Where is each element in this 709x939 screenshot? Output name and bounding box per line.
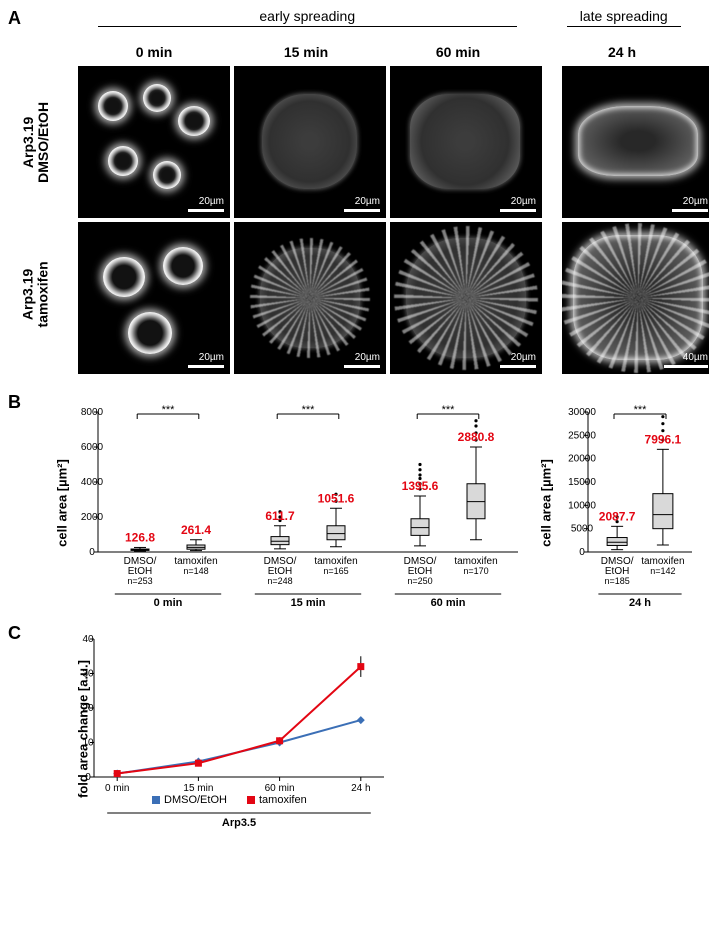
micrograph-r1c4: 20µm (562, 66, 709, 218)
svg-text:0 min: 0 min (105, 783, 129, 794)
svg-text:n=148: n=148 (183, 566, 208, 576)
micrograph-r2c4: 40µm (562, 222, 709, 374)
svg-text:n=253: n=253 (127, 576, 152, 586)
svg-text:126.8: 126.8 (125, 530, 155, 544)
svg-text:1395.6: 1395.6 (402, 479, 439, 493)
svg-text:25000: 25000 (568, 430, 596, 441)
panel-a-row-labels: Arp3.19DMSO/EtOH Arp3.19tamoxifen (8, 66, 64, 370)
panel-a-group-labels: early spreading late spreading (78, 8, 701, 27)
row-label-0: Arp3.19DMSO/EtOH (8, 66, 64, 218)
boxplot-late-svg: 050001000015000200002500030000***2087.7D… (548, 398, 698, 608)
svg-text:2087.7: 2087.7 (599, 509, 636, 523)
linechart: fold area change [a.u.] 0102030400 min15… (64, 629, 394, 829)
linechart-ylabel: fold area change [a.u.] (75, 660, 90, 798)
svg-text:15 min: 15 min (183, 783, 213, 794)
group-label-late: late spreading (547, 8, 702, 27)
svg-text:15 min: 15 min (291, 597, 326, 609)
svg-text:Arp3.5: Arp3.5 (222, 817, 256, 829)
svg-text:24 h: 24 h (629, 597, 651, 609)
boxplot-early: cell area [µm²] 02000400060008000***126.… (64, 398, 524, 608)
micrograph-r1c2: 20µm (234, 66, 386, 218)
svg-text:20000: 20000 (568, 454, 596, 465)
svg-text:n=170: n=170 (463, 566, 488, 576)
micrograph-r2c2: 20µm (234, 222, 386, 374)
svg-text:n=142: n=142 (650, 566, 675, 576)
time-label-3: 24 h (546, 44, 698, 60)
svg-text:5000: 5000 (571, 524, 594, 535)
svg-text:24 h: 24 h (351, 783, 370, 794)
svg-text:tamoxifen: tamoxifen (259, 794, 307, 806)
panel-c: C fold area change [a.u.] 0102030400 min… (8, 623, 701, 843)
svg-text:n=185: n=185 (604, 576, 629, 586)
time-label-0: 0 min (78, 44, 230, 60)
svg-text:2880.8: 2880.8 (458, 430, 495, 444)
boxplot-early-svg: 02000400060008000***126.8DMSO/EtOHn=2532… (64, 398, 524, 608)
panel-a-time-labels: 0 min 15 min 60 min 24 h (78, 44, 701, 60)
svg-text:***: *** (302, 404, 316, 416)
row-label-1: Arp3.19tamoxifen (8, 218, 64, 370)
svg-text:n=248: n=248 (267, 576, 292, 586)
svg-text:40: 40 (82, 634, 94, 645)
svg-text:60 min: 60 min (265, 783, 295, 794)
svg-text:n=250: n=250 (407, 576, 432, 586)
time-label-2: 60 min (382, 44, 534, 60)
svg-text:***: *** (634, 404, 648, 416)
svg-text:***: *** (162, 404, 176, 416)
micrograph-r1c3: 20µm (390, 66, 542, 218)
group-label-early-text: early spreading (259, 8, 355, 24)
group-label-early: early spreading (78, 8, 537, 27)
micrograph-r2c1: 20µm (78, 222, 230, 374)
svg-text:0: 0 (89, 547, 95, 558)
svg-text:***: *** (442, 404, 456, 416)
figure: A early spreading late spreading 0 min 1… (8, 8, 701, 843)
panel-c-label: C (8, 623, 21, 644)
svg-text:6000: 6000 (81, 442, 104, 453)
micrograph-r1c1: 20µm (78, 66, 230, 218)
panel-a: A early spreading late spreading 0 min 1… (8, 8, 701, 388)
svg-text:15000: 15000 (568, 477, 596, 488)
boxplot-late: cell area [µm²] 050001000015000200002500… (548, 398, 698, 608)
time-label-1: 15 min (230, 44, 382, 60)
svg-text:2000: 2000 (81, 512, 104, 523)
boxplot-early-ylabel: cell area [µm²] (54, 459, 69, 547)
boxplot-late-ylabel: cell area [µm²] (538, 459, 553, 547)
svg-text:611.7: 611.7 (265, 509, 295, 523)
svg-text:10000: 10000 (568, 500, 596, 511)
svg-text:8000: 8000 (81, 407, 104, 418)
svg-text:60 min: 60 min (431, 597, 466, 609)
linechart-svg: 0102030400 min15 min60 min24 hDMSO/EtOHt… (64, 629, 394, 829)
svg-text:261.4: 261.4 (181, 523, 211, 537)
svg-text:0: 0 (579, 547, 585, 558)
panel-b-label: B (8, 392, 21, 413)
panel-b: B cell area [µm²] 0 2000 4000 6000 8000 *** 12… (8, 392, 701, 617)
svg-text:4000: 4000 (81, 477, 104, 488)
svg-text:7996.1: 7996.1 (645, 432, 682, 446)
micrograph-r2c3: 20µm (390, 222, 542, 374)
svg-text:30000: 30000 (568, 407, 596, 418)
svg-text:DMSO/EtOH: DMSO/EtOH (164, 794, 227, 806)
svg-text:n=165: n=165 (323, 566, 348, 576)
micrograph-grid: 20µm 20µm 20µm 20µm 20µm (78, 66, 709, 374)
svg-text:1051.6: 1051.6 (318, 491, 355, 505)
svg-text:0 min: 0 min (154, 597, 183, 609)
panel-a-label: A (8, 8, 21, 29)
group-label-late-text: late spreading (580, 8, 668, 24)
